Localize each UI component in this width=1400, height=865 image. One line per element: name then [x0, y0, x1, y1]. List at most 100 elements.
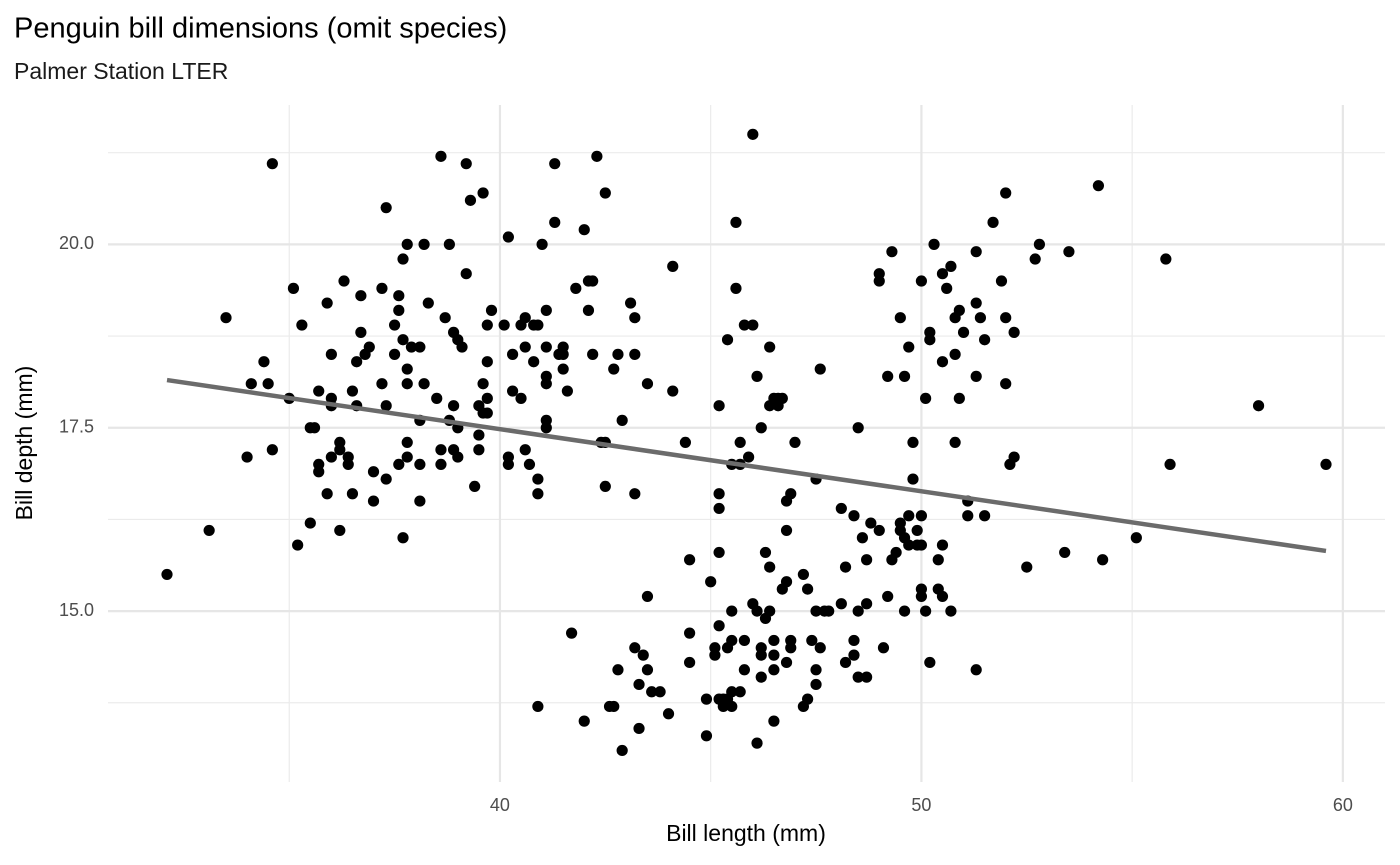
- point: [945, 605, 957, 617]
- point: [532, 473, 544, 485]
- point: [443, 238, 455, 250]
- point: [890, 546, 902, 559]
- point: [667, 385, 679, 397]
- x-axis-title: Bill length (mm): [666, 820, 826, 846]
- point: [877, 642, 890, 654]
- point: [814, 363, 826, 375]
- point: [220, 312, 232, 324]
- point: [962, 510, 974, 522]
- point: [262, 378, 274, 390]
- point: [612, 348, 624, 360]
- point: [641, 590, 654, 603]
- point: [785, 488, 797, 500]
- point: [1029, 253, 1041, 265]
- point: [557, 363, 569, 375]
- point: [582, 304, 595, 316]
- point: [730, 216, 742, 228]
- point: [810, 605, 822, 617]
- point: [519, 341, 531, 353]
- point: [856, 532, 868, 544]
- point: [768, 715, 780, 727]
- point: [970, 246, 982, 258]
- point: [684, 656, 696, 669]
- point: [612, 664, 624, 676]
- point: [308, 422, 321, 434]
- y-axis-title: Bill depth (mm): [11, 366, 37, 521]
- x-tick-label: 60: [1333, 795, 1353, 815]
- point: [646, 686, 658, 698]
- point: [1063, 246, 1075, 258]
- x-tick-label: 50: [911, 795, 931, 815]
- point: [915, 510, 928, 522]
- point: [861, 598, 873, 610]
- point: [907, 436, 919, 448]
- point: [1021, 561, 1033, 573]
- point: [1160, 253, 1172, 265]
- point: [641, 664, 654, 676]
- point: [304, 517, 316, 529]
- point: [540, 414, 552, 426]
- point: [435, 444, 447, 456]
- point: [907, 473, 919, 485]
- point: [894, 312, 906, 324]
- point: [810, 664, 822, 676]
- point: [835, 502, 847, 515]
- point: [861, 671, 873, 683]
- point: [599, 480, 611, 493]
- point: [393, 290, 405, 302]
- point: [321, 488, 333, 500]
- point: [485, 304, 498, 316]
- point: [667, 260, 679, 272]
- point: [342, 451, 354, 463]
- point: [376, 378, 388, 390]
- point: [873, 275, 885, 287]
- point: [292, 539, 304, 551]
- point: [203, 524, 215, 537]
- point: [932, 554, 944, 566]
- point: [1092, 180, 1105, 192]
- point: [995, 275, 1008, 287]
- point: [865, 517, 877, 529]
- point: [334, 444, 346, 456]
- point: [241, 451, 253, 463]
- point: [755, 422, 767, 434]
- point: [380, 202, 392, 214]
- point: [414, 458, 426, 471]
- point: [532, 319, 544, 331]
- point: [1000, 187, 1012, 199]
- point: [641, 378, 654, 390]
- point: [625, 297, 637, 309]
- point: [629, 348, 641, 360]
- point: [848, 649, 860, 661]
- point: [734, 436, 746, 448]
- point: [452, 451, 464, 463]
- point: [755, 642, 767, 654]
- point: [726, 686, 738, 698]
- point: [380, 400, 392, 412]
- point: [852, 605, 864, 617]
- point: [401, 436, 413, 448]
- point: [738, 634, 750, 647]
- point: [355, 326, 367, 338]
- point: [1252, 400, 1265, 412]
- point: [637, 649, 649, 661]
- point: [764, 561, 776, 573]
- point: [979, 510, 991, 522]
- point: [1130, 532, 1142, 544]
- point: [498, 319, 510, 331]
- point: [561, 385, 573, 397]
- point: [949, 348, 961, 360]
- point: [380, 473, 392, 485]
- point: [713, 620, 725, 632]
- chart-subtitle: Palmer Station LTER: [14, 58, 228, 84]
- point: [945, 260, 957, 272]
- point: [629, 642, 641, 654]
- point: [599, 187, 611, 199]
- point: [287, 282, 300, 294]
- point: [473, 429, 485, 441]
- point: [936, 268, 949, 280]
- point: [388, 319, 401, 331]
- point: [346, 385, 359, 397]
- point: [743, 451, 755, 463]
- point: [519, 444, 531, 456]
